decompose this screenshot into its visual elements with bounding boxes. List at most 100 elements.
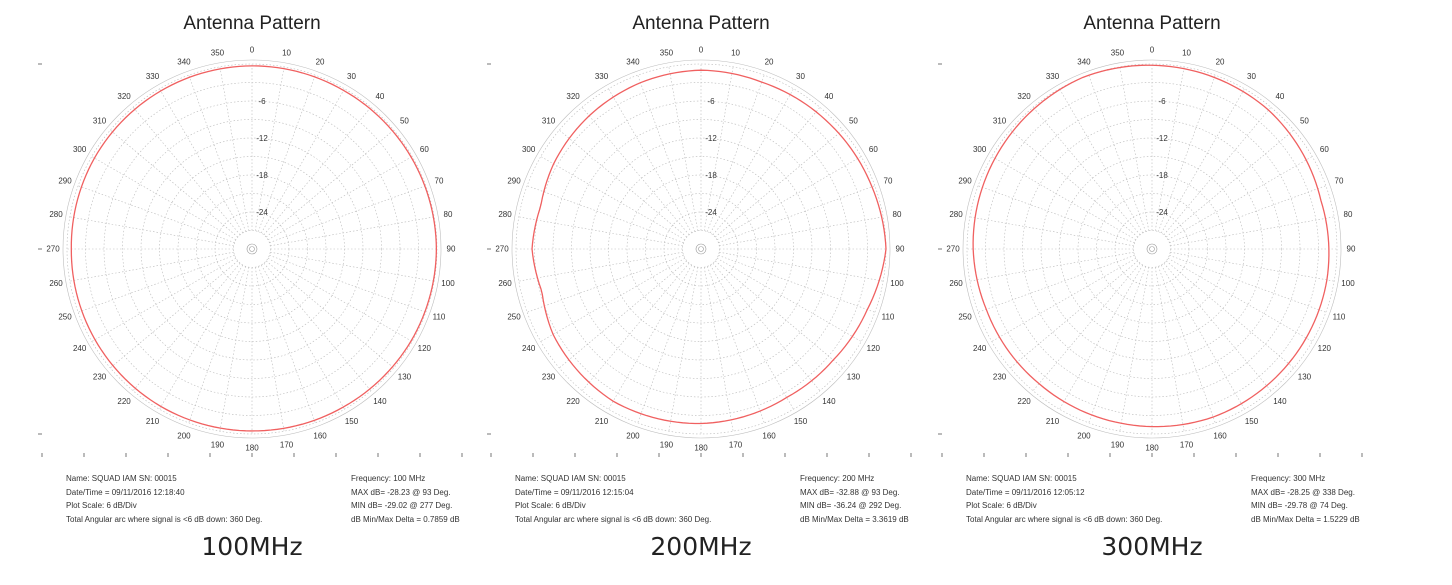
info-left: Name: SQUAD IAM SN: 00015 Date/Time = 09… bbox=[966, 472, 1162, 526]
angle-tick-label: 170 bbox=[280, 440, 294, 449]
grid-spoke bbox=[110, 260, 239, 369]
grid-circle bbox=[1040, 137, 1264, 361]
angle-tick-label: 350 bbox=[660, 49, 674, 58]
info-delta: dB Min/Max Delta = 1.5229 dB bbox=[1251, 514, 1360, 524]
grid-spoke bbox=[254, 267, 285, 432]
grid-spoke bbox=[1154, 66, 1185, 231]
angle-tick-label: 340 bbox=[177, 58, 191, 67]
angle-tick-label: 20 bbox=[1216, 58, 1225, 67]
radial-tick-label: -18 bbox=[1156, 171, 1168, 180]
angle-tick-label: 330 bbox=[146, 72, 160, 81]
angle-tick-label: 70 bbox=[435, 176, 444, 185]
angle-tick-label: 310 bbox=[93, 117, 107, 126]
angle-tick-label: 70 bbox=[884, 176, 893, 185]
center-circle bbox=[698, 246, 704, 252]
grid-spoke bbox=[559, 129, 688, 238]
angle-tick-label: 170 bbox=[1180, 440, 1194, 449]
grid-spoke bbox=[1010, 260, 1139, 369]
frequency-caption: 200MHz bbox=[650, 532, 752, 561]
radial-tick-label: -12 bbox=[705, 134, 717, 143]
angle-tick-label: 170 bbox=[729, 440, 743, 449]
angle-tick-label: 240 bbox=[522, 344, 536, 353]
grid-spoke bbox=[1165, 129, 1294, 238]
info-delta: dB Min/Max Delta = 0.7859 dB bbox=[351, 514, 460, 524]
grid-spoke bbox=[1032, 107, 1141, 236]
grid-spoke bbox=[78, 185, 235, 243]
grid-spoke bbox=[540, 156, 686, 241]
info-min: MIN dB= -29.78 @ 74 Deg. bbox=[1251, 501, 1348, 510]
grid-spoke bbox=[969, 251, 1134, 282]
grid-spoke bbox=[1119, 66, 1150, 231]
grid-spoke bbox=[260, 264, 345, 410]
grid-spoke bbox=[1165, 260, 1294, 369]
polar-plot-100mhz: 0 10 20 30 40 50 60 70 80 90 100 110 120 130 140 150 160… bbox=[38, 46, 463, 457]
angle-tick-label: 300 bbox=[973, 145, 987, 154]
grid-spoke bbox=[69, 216, 234, 247]
grid-spoke bbox=[716, 257, 862, 342]
radial-tick-label: -6 bbox=[707, 97, 715, 106]
grid-spoke bbox=[581, 107, 690, 236]
grid-spoke bbox=[1170, 251, 1335, 282]
grid-spoke bbox=[260, 88, 345, 234]
grid-spoke bbox=[714, 129, 843, 238]
grid-spoke bbox=[1088, 266, 1146, 423]
grid-spoke bbox=[1032, 262, 1141, 391]
angle-tick-label: 120 bbox=[1318, 344, 1332, 353]
angle-tick-label: 260 bbox=[498, 279, 512, 288]
angle-tick-label: 100 bbox=[441, 279, 455, 288]
angle-tick-label: 130 bbox=[1298, 372, 1312, 381]
angle-tick-label: 320 bbox=[566, 92, 580, 101]
angle-tick-label: 130 bbox=[847, 372, 861, 381]
grid-circle bbox=[589, 137, 813, 361]
grid-spoke bbox=[159, 264, 244, 410]
grid-circle bbox=[571, 119, 831, 379]
grid-spoke bbox=[518, 251, 683, 282]
angle-tick-label: 90 bbox=[447, 245, 456, 254]
center-circle bbox=[249, 246, 255, 252]
grid-spoke bbox=[991, 257, 1137, 342]
angle-tick-label: 330 bbox=[1046, 72, 1060, 81]
grid-spoke bbox=[1010, 129, 1139, 238]
angle-tick-label: 320 bbox=[117, 92, 131, 101]
grid-spoke bbox=[527, 185, 684, 243]
info-datetime: Date/Time = 09/11/2016 12:15:04 bbox=[515, 487, 634, 497]
outer-ring bbox=[962, 59, 1342, 439]
angle-tick-label: 150 bbox=[1245, 417, 1259, 426]
info-name: Name: SQUAD IAM SN: 00015 bbox=[515, 474, 626, 483]
grid-spoke bbox=[263, 262, 372, 391]
radial-tick-label: -18 bbox=[256, 171, 268, 180]
angle-tick-label: 280 bbox=[49, 210, 63, 219]
chart-panel-300mhz: Antenna Pattern 0 10 20 30 40 50 60 70 80 90 100 11… bbox=[922, 0, 1382, 585]
grid-spoke bbox=[709, 264, 794, 410]
grid-spoke bbox=[258, 266, 316, 423]
angle-tick-label: 0 bbox=[1150, 46, 1155, 55]
angle-tick-label: 270 bbox=[946, 245, 960, 254]
angle-tick-label: 190 bbox=[211, 440, 225, 449]
angle-tick-label: 320 bbox=[1017, 92, 1031, 101]
info-right: Frequency: 300 MHz MAX dB= -28.25 @ 338 … bbox=[1251, 472, 1360, 526]
grid-spoke bbox=[714, 260, 843, 369]
angle-tick-label: 110 bbox=[882, 313, 895, 322]
angle-tick-label: 180 bbox=[694, 444, 708, 453]
angle-tick-label: 130 bbox=[398, 372, 412, 381]
center-circle bbox=[246, 243, 258, 255]
radial-tick-label: -6 bbox=[1158, 97, 1166, 106]
info-plot-scale: Plot Scale: 6 dB/Div bbox=[515, 501, 586, 510]
grid-spoke bbox=[110, 129, 239, 238]
grid-spoke bbox=[978, 185, 1135, 243]
info-frequency: Frequency: 200 MHz bbox=[800, 474, 875, 483]
center-circle bbox=[1146, 243, 1158, 255]
grid-spoke bbox=[267, 257, 413, 342]
grid-spoke bbox=[719, 216, 884, 247]
angle-tick-label: 340 bbox=[1077, 58, 1091, 67]
angle-tick-label: 210 bbox=[146, 417, 160, 426]
angle-tick-label: 140 bbox=[1273, 397, 1287, 406]
grid-spoke bbox=[707, 266, 765, 423]
angle-tick-label: 210 bbox=[1046, 417, 1060, 426]
grid-spoke bbox=[219, 66, 250, 231]
angle-tick-label: 230 bbox=[93, 372, 107, 381]
grid-spoke bbox=[719, 251, 884, 282]
grid-spoke bbox=[265, 129, 394, 238]
angle-tick-label: 60 bbox=[1320, 145, 1329, 154]
angle-tick-label: 200 bbox=[1077, 431, 1091, 440]
